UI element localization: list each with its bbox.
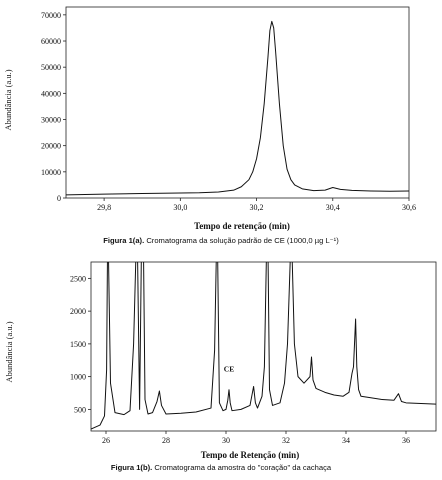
chart-a-y-tick-label: 30000 [41,116,61,125]
chart-b-plot-frame [90,261,437,432]
chart-b-x-tick-label: 36 [402,436,410,445]
chart-b-y-tick-label: 2500 [70,274,86,283]
chart-a: 29,8 30,0 30,2 30,4 30,6 0 10000 20000 30000 4000… [3,6,416,231]
chart-a-x-tick-label: 30,0 [173,203,187,212]
chart-b-x-tick-label: 32 [282,436,290,445]
chart-a-y-tick-label: 50000 [41,63,61,72]
chart-b-y-tick-label: 500 [74,405,86,414]
chart-a-x-tick-label: 30,2 [250,203,264,212]
chart-b-series-line [91,262,436,430]
chart-a-x-tick-label: 30,4 [326,203,340,212]
chart-a-y-tick-label: 20000 [41,142,61,151]
chart-a-y-axis-label: Abundância (a.u.) [3,69,13,130]
chart-b-x-tick-label: 26 [102,436,110,445]
figure-b-caption: Figura 1(b). Cromatograma da amostra do … [0,463,442,472]
figure-a-caption-text: Cromatograma da solução padrão de CE (10… [146,236,339,245]
chart-b-y-tick-label: 1500 [70,340,86,349]
figure-a-caption: Figura 1(a). Cromatograma da solução pad… [0,236,442,245]
chart-b-x-tick-label: 30 [222,436,230,445]
chart-a-y-tick-label: 0 [57,194,61,203]
figure-b-caption-text: Cromatograma da amostra do "coração" da … [154,463,332,472]
chart-b-y-tick-label: 1000 [70,373,86,382]
chart-b-x-tick-label: 28 [162,436,170,445]
figure-b-caption-label: Figura 1(b). [110,463,153,472]
chart-a-y-tick-label: 10000 [41,168,61,177]
chart-a-series-line [66,20,409,196]
chart-a-x-tick-label: 29,8 [97,203,111,212]
chart-b-annotation-label: CE [224,365,234,374]
chart-a-x-tick-label: 30,6 [402,203,416,212]
chart-a-x-axis-label: Tempo de retenção (min) [194,221,290,231]
chart-a-y-tick-label: 70000 [41,11,61,20]
chart-a-y-tick-label: 40000 [41,89,61,98]
chart-a-y-tick-label: 60000 [41,37,61,46]
chart-b-x-tick-label: 34 [342,436,350,445]
figure-a-caption-label: Figura 1(a). [103,236,145,245]
chart-b-x-axis-label: Tempo de Retenção (min) [201,450,299,460]
chart-b-y-tick-label: 2000 [70,307,86,316]
chart-a-plot-frame [65,6,410,199]
chart-b-y-axis-label: Abundância (a.u.) [4,321,14,382]
